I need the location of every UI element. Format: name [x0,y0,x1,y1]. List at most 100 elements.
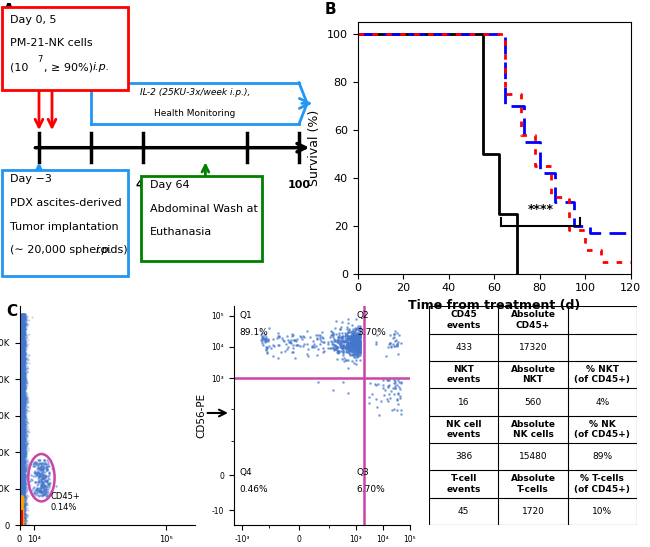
Point [18,406,28,415]
Point [18,334,28,342]
Point [18,485,28,494]
Point [16,382,27,391]
Point [15,517,25,526]
Point [18,456,29,464]
Point [16,374,27,383]
Point [292,341,303,350]
Point [353,333,363,342]
Point [18,341,28,350]
Point [17,429,27,438]
Point [17,492,27,501]
Point [16,518,26,527]
Point [20,480,31,488]
Point [23,319,33,328]
Point [18,458,29,467]
Point [17,372,27,381]
Point [17,514,27,522]
Point [21,364,32,373]
Point [18,507,28,516]
Point [18,470,29,479]
Point [19,311,29,320]
Point [15,515,25,523]
Point [18,520,29,529]
Point [16,508,26,517]
Point [15,498,25,507]
Point [19,491,29,500]
Point [18,317,28,326]
Point [15,509,25,518]
Point [16,390,26,399]
Point [20,447,30,456]
Point [16,396,27,405]
Point [298,331,309,340]
Point [16,343,27,352]
Point [17,499,27,508]
Point [18,448,29,457]
Point [340,331,350,340]
Point [18,315,28,323]
Point [16,497,27,505]
Point [18,346,28,355]
Point [15,515,25,524]
Point [18,374,28,382]
Point [16,394,27,403]
Point [16,391,26,399]
Point [18,519,28,527]
Point [17,350,27,359]
Point [15,500,25,509]
Point [18,488,28,497]
Point [15,520,25,528]
Point [16,514,26,523]
Point [16,359,27,368]
Point [20,501,31,509]
Point [15,515,25,524]
Point [18,345,28,354]
Point [30,467,40,475]
Point [16,333,27,341]
Point [16,351,27,360]
Point [15,509,25,518]
Point [18,496,28,505]
Point [19,475,29,484]
Point [16,324,27,333]
Point [16,509,27,518]
Point [16,507,26,516]
Point [350,335,360,344]
Point [18,479,28,488]
Point [18,519,28,528]
Point [16,448,27,457]
Point [16,494,26,503]
Point [16,446,26,455]
Point [16,447,27,456]
Point [327,328,337,337]
Point [17,342,27,351]
Point [16,356,26,365]
Point [17,377,27,386]
Point [16,497,26,506]
Point [17,408,27,417]
Point [17,485,27,494]
Point [17,324,27,333]
Point [36,475,46,484]
Point [18,398,28,407]
Point [15,503,25,512]
Point [17,450,27,458]
Point [352,346,362,355]
Point [16,507,26,515]
Point [18,508,28,517]
Point [318,344,328,352]
Point [16,500,26,509]
Point [18,416,28,425]
Point [18,438,29,447]
Point [19,345,29,353]
Point [20,493,31,502]
Point [15,509,25,517]
Point [16,354,27,363]
Point [18,475,29,484]
Point [17,420,27,429]
Point [299,340,309,348]
Point [15,514,25,522]
Point [21,484,31,493]
Point [16,508,27,517]
Point [19,373,29,382]
